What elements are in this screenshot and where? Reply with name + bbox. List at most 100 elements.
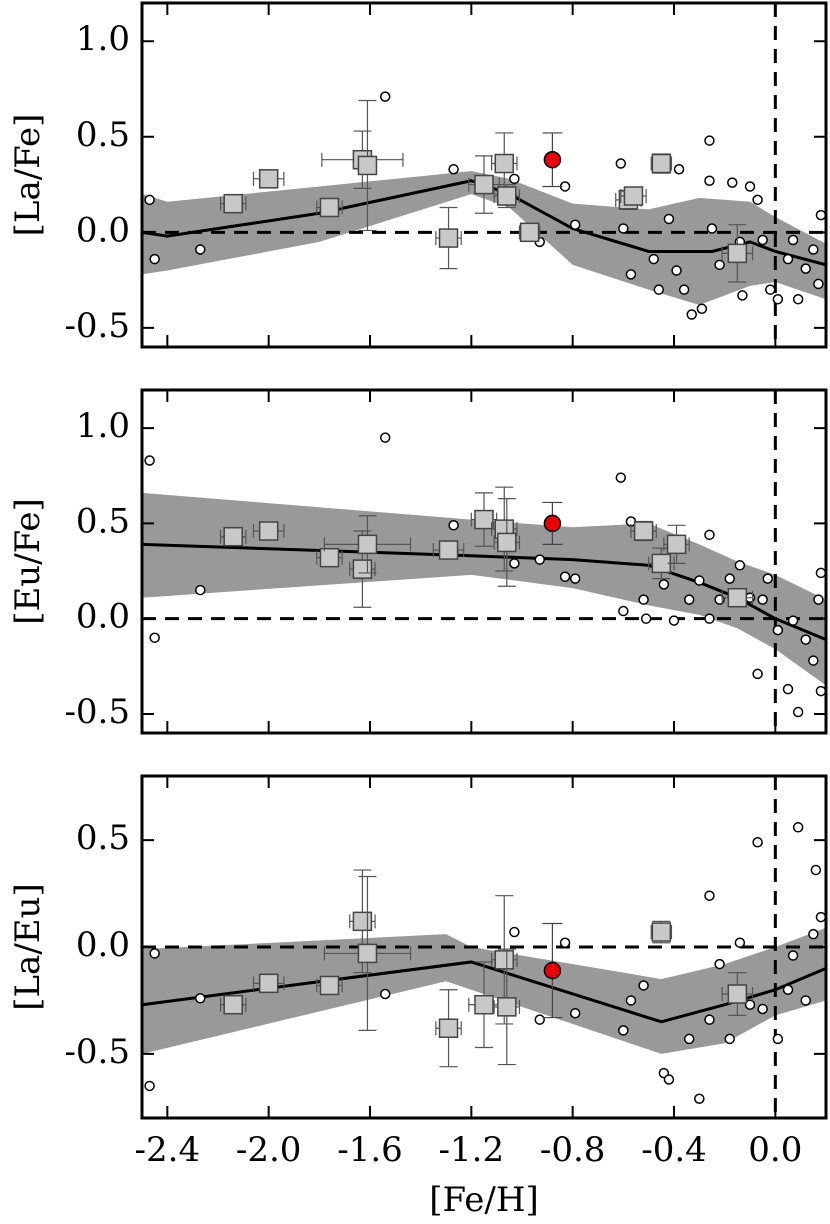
star-point bbox=[509, 926, 520, 938]
star-point bbox=[808, 244, 819, 255]
cluster-point bbox=[727, 984, 748, 1004]
cluster-point bbox=[494, 950, 515, 970]
star-point bbox=[653, 284, 665, 295]
star-point bbox=[757, 594, 768, 605]
cluster-point bbox=[258, 169, 279, 189]
x-tick-label: -1.2 bbox=[439, 1130, 505, 1170]
cluster-point bbox=[651, 153, 672, 174]
star-point bbox=[792, 293, 804, 305]
star-point bbox=[569, 573, 581, 584]
star-point bbox=[706, 223, 718, 234]
star-point bbox=[815, 911, 826, 923]
star-point bbox=[752, 194, 763, 206]
star-point bbox=[618, 223, 629, 234]
star-point bbox=[625, 269, 637, 280]
star-point bbox=[704, 529, 715, 541]
star-point bbox=[658, 579, 670, 590]
star-point bbox=[815, 567, 826, 579]
y-tick-label: -0.5 bbox=[64, 1032, 130, 1072]
star-point bbox=[734, 560, 746, 571]
star-point bbox=[448, 520, 459, 531]
star-point bbox=[615, 158, 627, 169]
star-point bbox=[813, 278, 824, 290]
star-point bbox=[195, 244, 206, 255]
cluster-point bbox=[497, 186, 517, 206]
panel bbox=[142, 390, 826, 733]
star-point bbox=[569, 1008, 581, 1019]
scatter-band bbox=[142, 171, 826, 305]
y-tick-label: 1.0 bbox=[76, 19, 130, 59]
cluster-point bbox=[319, 975, 340, 996]
star-point bbox=[683, 1033, 695, 1045]
star-point bbox=[618, 1025, 629, 1036]
y-axis-label: [La/Fe] bbox=[8, 114, 48, 237]
star-point bbox=[448, 164, 459, 175]
star-point bbox=[744, 999, 756, 1010]
star-point bbox=[810, 864, 822, 876]
cluster-point bbox=[352, 559, 373, 579]
x-axis-label: [Fe/H] bbox=[429, 1180, 539, 1220]
cluster-point bbox=[438, 540, 459, 560]
star-point bbox=[792, 822, 804, 833]
cluster-point bbox=[357, 943, 378, 964]
star-point bbox=[724, 573, 735, 584]
star-point bbox=[638, 594, 649, 605]
star-point bbox=[195, 993, 206, 1004]
cluster-point bbox=[497, 997, 517, 1017]
x-tick-label: -2.0 bbox=[236, 1130, 302, 1170]
cluster-point bbox=[357, 534, 378, 555]
cluster-point bbox=[223, 526, 243, 547]
star-point bbox=[144, 194, 155, 206]
scatter-band bbox=[142, 492, 826, 686]
cluster-point bbox=[666, 534, 687, 555]
star-point bbox=[694, 575, 705, 586]
star-point bbox=[772, 293, 784, 305]
cluster-point bbox=[352, 911, 373, 932]
star-point bbox=[683, 594, 695, 605]
cluster-point bbox=[651, 922, 672, 942]
target-point bbox=[543, 961, 562, 980]
y-tick-label: 0.0 bbox=[76, 925, 130, 965]
star-point bbox=[704, 890, 715, 901]
star-point bbox=[195, 584, 206, 596]
cluster-point bbox=[319, 197, 340, 218]
star-point bbox=[752, 837, 763, 848]
star-point bbox=[149, 948, 160, 959]
panel bbox=[142, 3, 826, 347]
star-point bbox=[714, 594, 725, 605]
y-tick-label: 0.0 bbox=[76, 597, 130, 637]
star-point bbox=[714, 259, 725, 271]
star-point bbox=[734, 937, 746, 948]
cluster-point bbox=[623, 186, 644, 206]
x-tick-label: 0.0 bbox=[748, 1130, 802, 1170]
cluster-point bbox=[223, 994, 243, 1015]
star-point bbox=[668, 615, 680, 626]
star-point bbox=[144, 455, 155, 466]
star-point bbox=[559, 571, 571, 582]
star-point bbox=[800, 263, 811, 274]
star-point bbox=[704, 1014, 715, 1025]
y-tick-label: 0.5 bbox=[76, 818, 130, 858]
trend-line bbox=[142, 960, 826, 1024]
star-point bbox=[648, 253, 659, 265]
panel bbox=[142, 776, 826, 1118]
y-tick-label: -0.5 bbox=[64, 692, 130, 732]
plot-frame bbox=[140, 1, 828, 349]
star-point bbox=[757, 234, 768, 246]
star-point bbox=[744, 181, 756, 192]
target-point bbox=[543, 514, 562, 533]
cluster-point bbox=[633, 521, 654, 541]
star-point bbox=[815, 209, 826, 221]
star-point bbox=[671, 265, 682, 276]
cluster-point bbox=[474, 174, 494, 195]
star-point bbox=[686, 309, 697, 320]
star-point bbox=[625, 995, 637, 1006]
trend-line bbox=[142, 542, 826, 642]
star-point bbox=[144, 1080, 155, 1092]
star-point bbox=[772, 624, 784, 636]
star-point bbox=[379, 988, 391, 1000]
star-point bbox=[782, 984, 794, 995]
star-point bbox=[678, 284, 690, 295]
cluster-point bbox=[258, 521, 279, 541]
